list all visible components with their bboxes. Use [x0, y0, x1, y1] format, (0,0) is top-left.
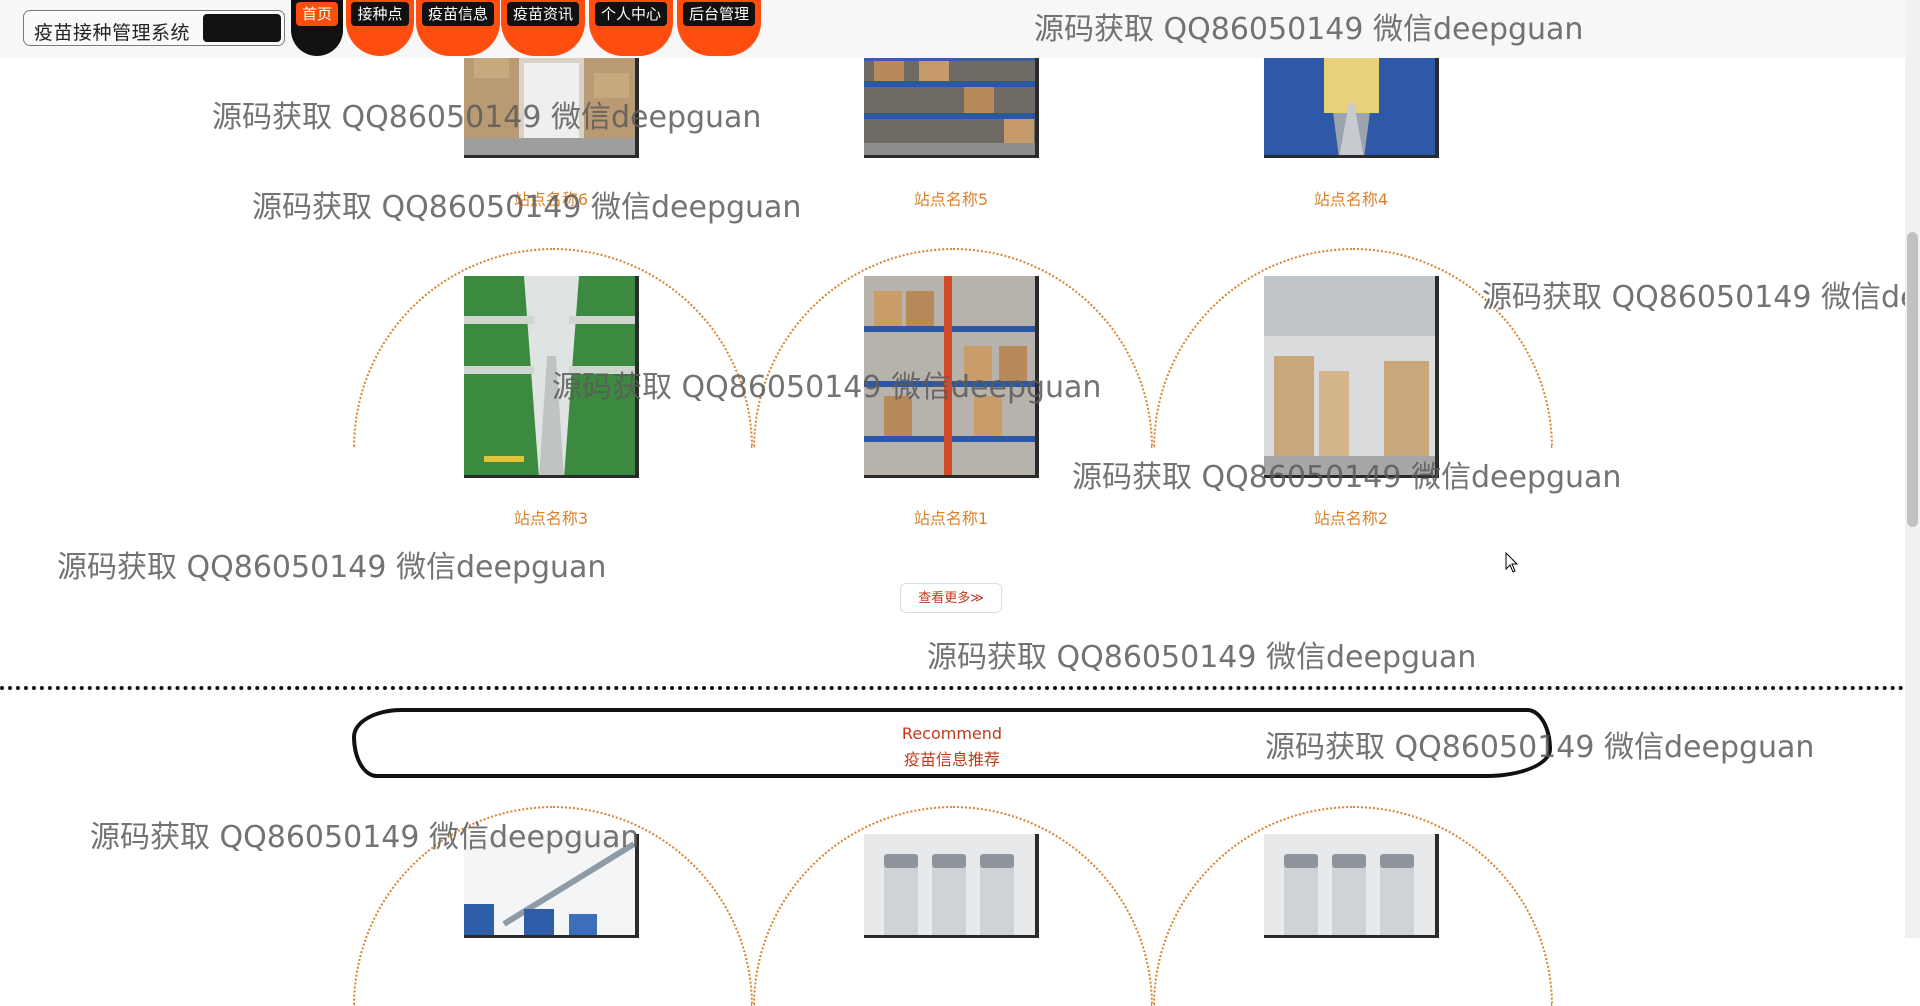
section-divider: [0, 686, 1905, 690]
site-name-1[interactable]: 站点名称1: [913, 509, 989, 528]
watermark: 源码获取 QQ86050149 微信deepguan: [1482, 280, 1920, 315]
scrollbar-thumb[interactable]: [1907, 232, 1918, 527]
brand-box[interactable]: 疫苗接种管理系统: [23, 10, 285, 46]
site-name-5[interactable]: 站点名称5: [913, 190, 989, 209]
nav-sites[interactable]: 接种点: [346, 0, 414, 56]
warehouse-image: [1264, 276, 1435, 475]
nav-profile-label: 个人中心: [594, 2, 667, 26]
nav-admin-label: 后台管理: [682, 2, 755, 26]
warehouse-image: [1264, 43, 1435, 155]
vaccine-photo-1[interactable]: [464, 834, 639, 938]
nav-vaccine-info[interactable]: 疫苗信息: [416, 0, 500, 56]
mouse-cursor-icon: [1505, 552, 1519, 573]
site-photo-2[interactable]: [1264, 276, 1439, 478]
watermark: 源码获取 QQ86050149 微信deepguan: [57, 550, 607, 585]
nav-vaccine-news[interactable]: 疫苗资讯: [501, 0, 585, 56]
nav-profile[interactable]: 个人中心: [589, 0, 673, 56]
nav-vaccine-news-label: 疫苗资讯: [506, 2, 579, 26]
warehouse-image: [864, 43, 1035, 155]
vaccine-image: [464, 834, 635, 935]
nav-admin[interactable]: 后台管理: [677, 0, 761, 56]
warehouse-image: [464, 276, 635, 475]
vaccine-image: [864, 834, 1035, 935]
nav-sites-label: 接种点: [351, 2, 409, 26]
recommend-banner-inner: [366, 714, 1536, 772]
site-photo-6[interactable]: [464, 43, 639, 158]
watermark: 源码获取 QQ86050149 微信deepguan: [927, 640, 1477, 675]
site-title: 疫苗接种管理系统: [34, 22, 191, 44]
recommend-title-en: Recommend: [901, 724, 1003, 743]
top-nav: 疫苗接种管理系统 首页 接种点 疫苗信息 疫苗资讯 个人中心 后台管理: [0, 0, 1905, 58]
site-photo-3[interactable]: [464, 276, 639, 478]
site-name-3[interactable]: 站点名称3: [513, 509, 589, 528]
nav-home-label: 首页: [295, 2, 338, 26]
vaccine-photo-3[interactable]: [1264, 834, 1439, 938]
vaccine-photo-2[interactable]: [864, 834, 1039, 938]
site-photo-4[interactable]: [1264, 43, 1439, 158]
warehouse-image: [864, 276, 1035, 475]
site-name-4[interactable]: 站点名称4: [1313, 190, 1389, 209]
site-photo-5[interactable]: [864, 43, 1039, 158]
warehouse-image: [464, 43, 635, 155]
recommend-title-cn: 疫苗信息推荐: [903, 750, 1000, 769]
nav-vaccine-info-label: 疫苗信息: [421, 2, 494, 26]
site-name-2[interactable]: 站点名称2: [1313, 509, 1389, 528]
view-more-button[interactable]: 查看更多≫: [900, 583, 1002, 613]
brand-dark-block: [203, 14, 281, 42]
vaccine-image: [1264, 834, 1435, 935]
site-photo-1[interactable]: [864, 276, 1039, 478]
site-name-6[interactable]: 站点名称6: [513, 190, 589, 209]
nav-home[interactable]: 首页: [291, 0, 343, 56]
